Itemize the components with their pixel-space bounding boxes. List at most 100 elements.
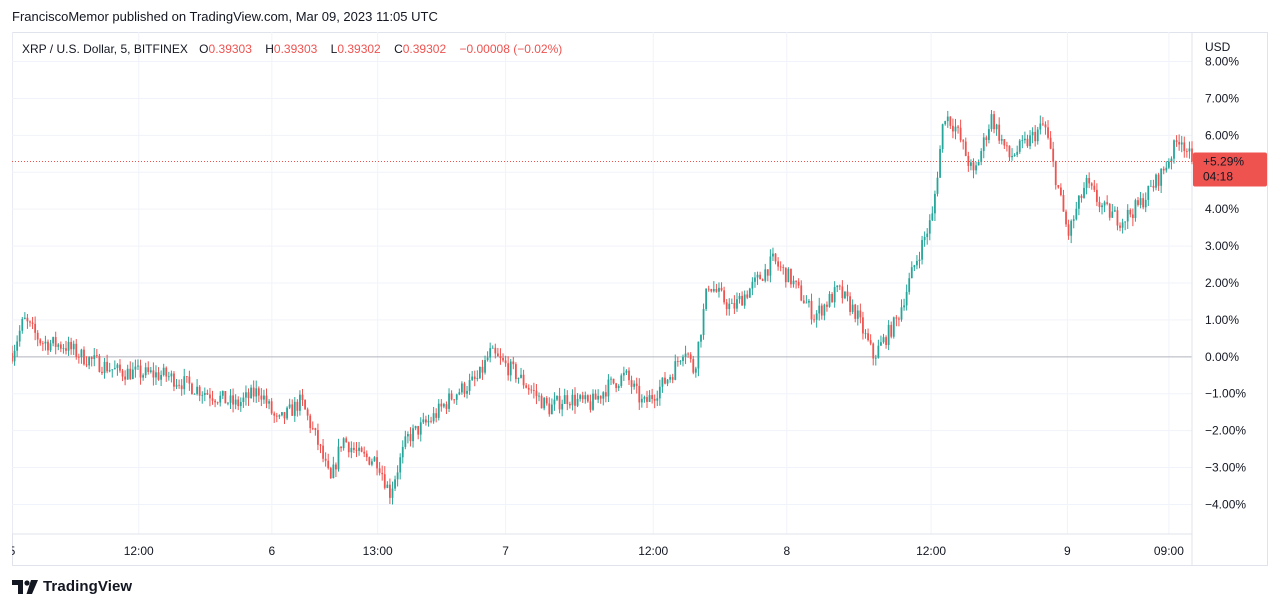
candle [867,328,869,342]
candle-body [1147,185,1150,200]
candle-body [409,434,412,442]
candle-body [1095,189,1098,202]
candle-body [872,343,875,359]
time-axis-tick-label: 12:00 [638,544,668,558]
candle-body [1180,142,1183,145]
candle [389,478,391,504]
candle [787,267,790,283]
candle [903,298,905,311]
candle-body [633,383,636,387]
candle-body [1065,211,1067,225]
publish-line: FranciscoMemor published on TradingView.… [12,9,438,24]
candle [103,357,106,379]
candle [16,335,19,357]
candle-body [481,366,484,373]
candle-body [391,488,394,498]
candle-body [106,361,109,372]
candle-body [311,428,314,429]
candle-body [725,302,728,310]
candle-body [923,237,926,241]
candle-body [437,403,440,418]
candle [908,272,911,295]
candle [898,316,900,327]
candle-body [401,446,404,458]
candle-body [754,277,756,282]
candle [797,278,800,289]
candle [314,427,317,436]
candle [715,283,718,293]
time-axis[interactable]: 5 12:00 6 13:00 7 12:00 8 12:00 9 09:00 [12,544,1184,558]
candle [422,412,425,425]
candle-body [728,303,731,310]
candle [594,389,597,400]
legend-open-value: 0.39303 [208,42,252,56]
candle [1185,148,1188,158]
candle-body [643,397,646,399]
candle [1142,193,1145,210]
candle [324,452,327,467]
candle-body [502,357,504,361]
candle-body [1178,141,1181,145]
candle [149,366,152,374]
candle-body [242,397,245,403]
candle-body [1088,177,1091,184]
candle [1057,184,1060,189]
tradingview-logo[interactable]: TradingView [12,578,132,595]
candle [162,363,165,377]
candle [905,284,908,311]
candle-body [921,240,923,260]
candle-body [527,387,530,390]
candle-body [887,324,890,345]
candle [299,390,301,416]
candle-body [723,290,726,303]
candle-body [306,409,309,416]
candle [85,356,88,368]
candle [1170,156,1173,170]
candle-body [360,447,363,452]
candle-body [175,384,178,387]
candle [13,344,16,366]
candle [944,120,947,126]
candle-body [620,375,623,386]
candle [491,345,494,349]
candle-body [1155,174,1157,188]
candle [900,299,903,322]
legend-symbol[interactable]: XRP / U.S. Dollar, 5, BITFINEX [22,42,188,56]
candle-body [507,363,510,376]
candle [692,355,695,375]
candle [1018,138,1021,154]
candle [985,135,988,147]
candle-body [67,341,70,351]
candle [93,347,96,367]
time-axis-tick-label: 7 [502,544,509,558]
legend-close-label: C [394,42,403,56]
candle [221,390,224,400]
candle [309,413,312,434]
candle-body [1119,225,1121,228]
candle-body [494,347,497,354]
price-axis-tick-label: 7.00% [1205,91,1239,105]
candle [769,249,772,283]
candle-body [95,355,98,357]
price-axis[interactable]: 8.00% 7.00% 6.00% 4.00% 3.00% 2.00% 1.00% 0.00%… [1205,55,1246,512]
chart-legend: XRP / U.S. Dollar, 5, BITFINEX O0.39303 … [22,42,572,56]
candle [239,397,242,412]
candle [1090,182,1093,190]
candle-body [178,384,181,386]
candle [170,370,173,383]
price-axis-tick-label: −4.00% [1205,497,1246,511]
candle [874,354,877,366]
candle [872,342,875,366]
candle-body [26,317,29,322]
candle-body [741,295,744,306]
candle-body [553,399,556,405]
candle [191,382,193,395]
candle-body [101,371,103,374]
candle-body [347,442,350,453]
candle-body [777,261,780,267]
candle [844,291,846,300]
candle [144,362,147,379]
candle-body [1185,151,1188,152]
price-chart[interactable]: 8.00% 7.00% 6.00% 4.00% 3.00% 2.00% 1.00% 0.00%… [12,32,1268,566]
candle [828,291,831,308]
